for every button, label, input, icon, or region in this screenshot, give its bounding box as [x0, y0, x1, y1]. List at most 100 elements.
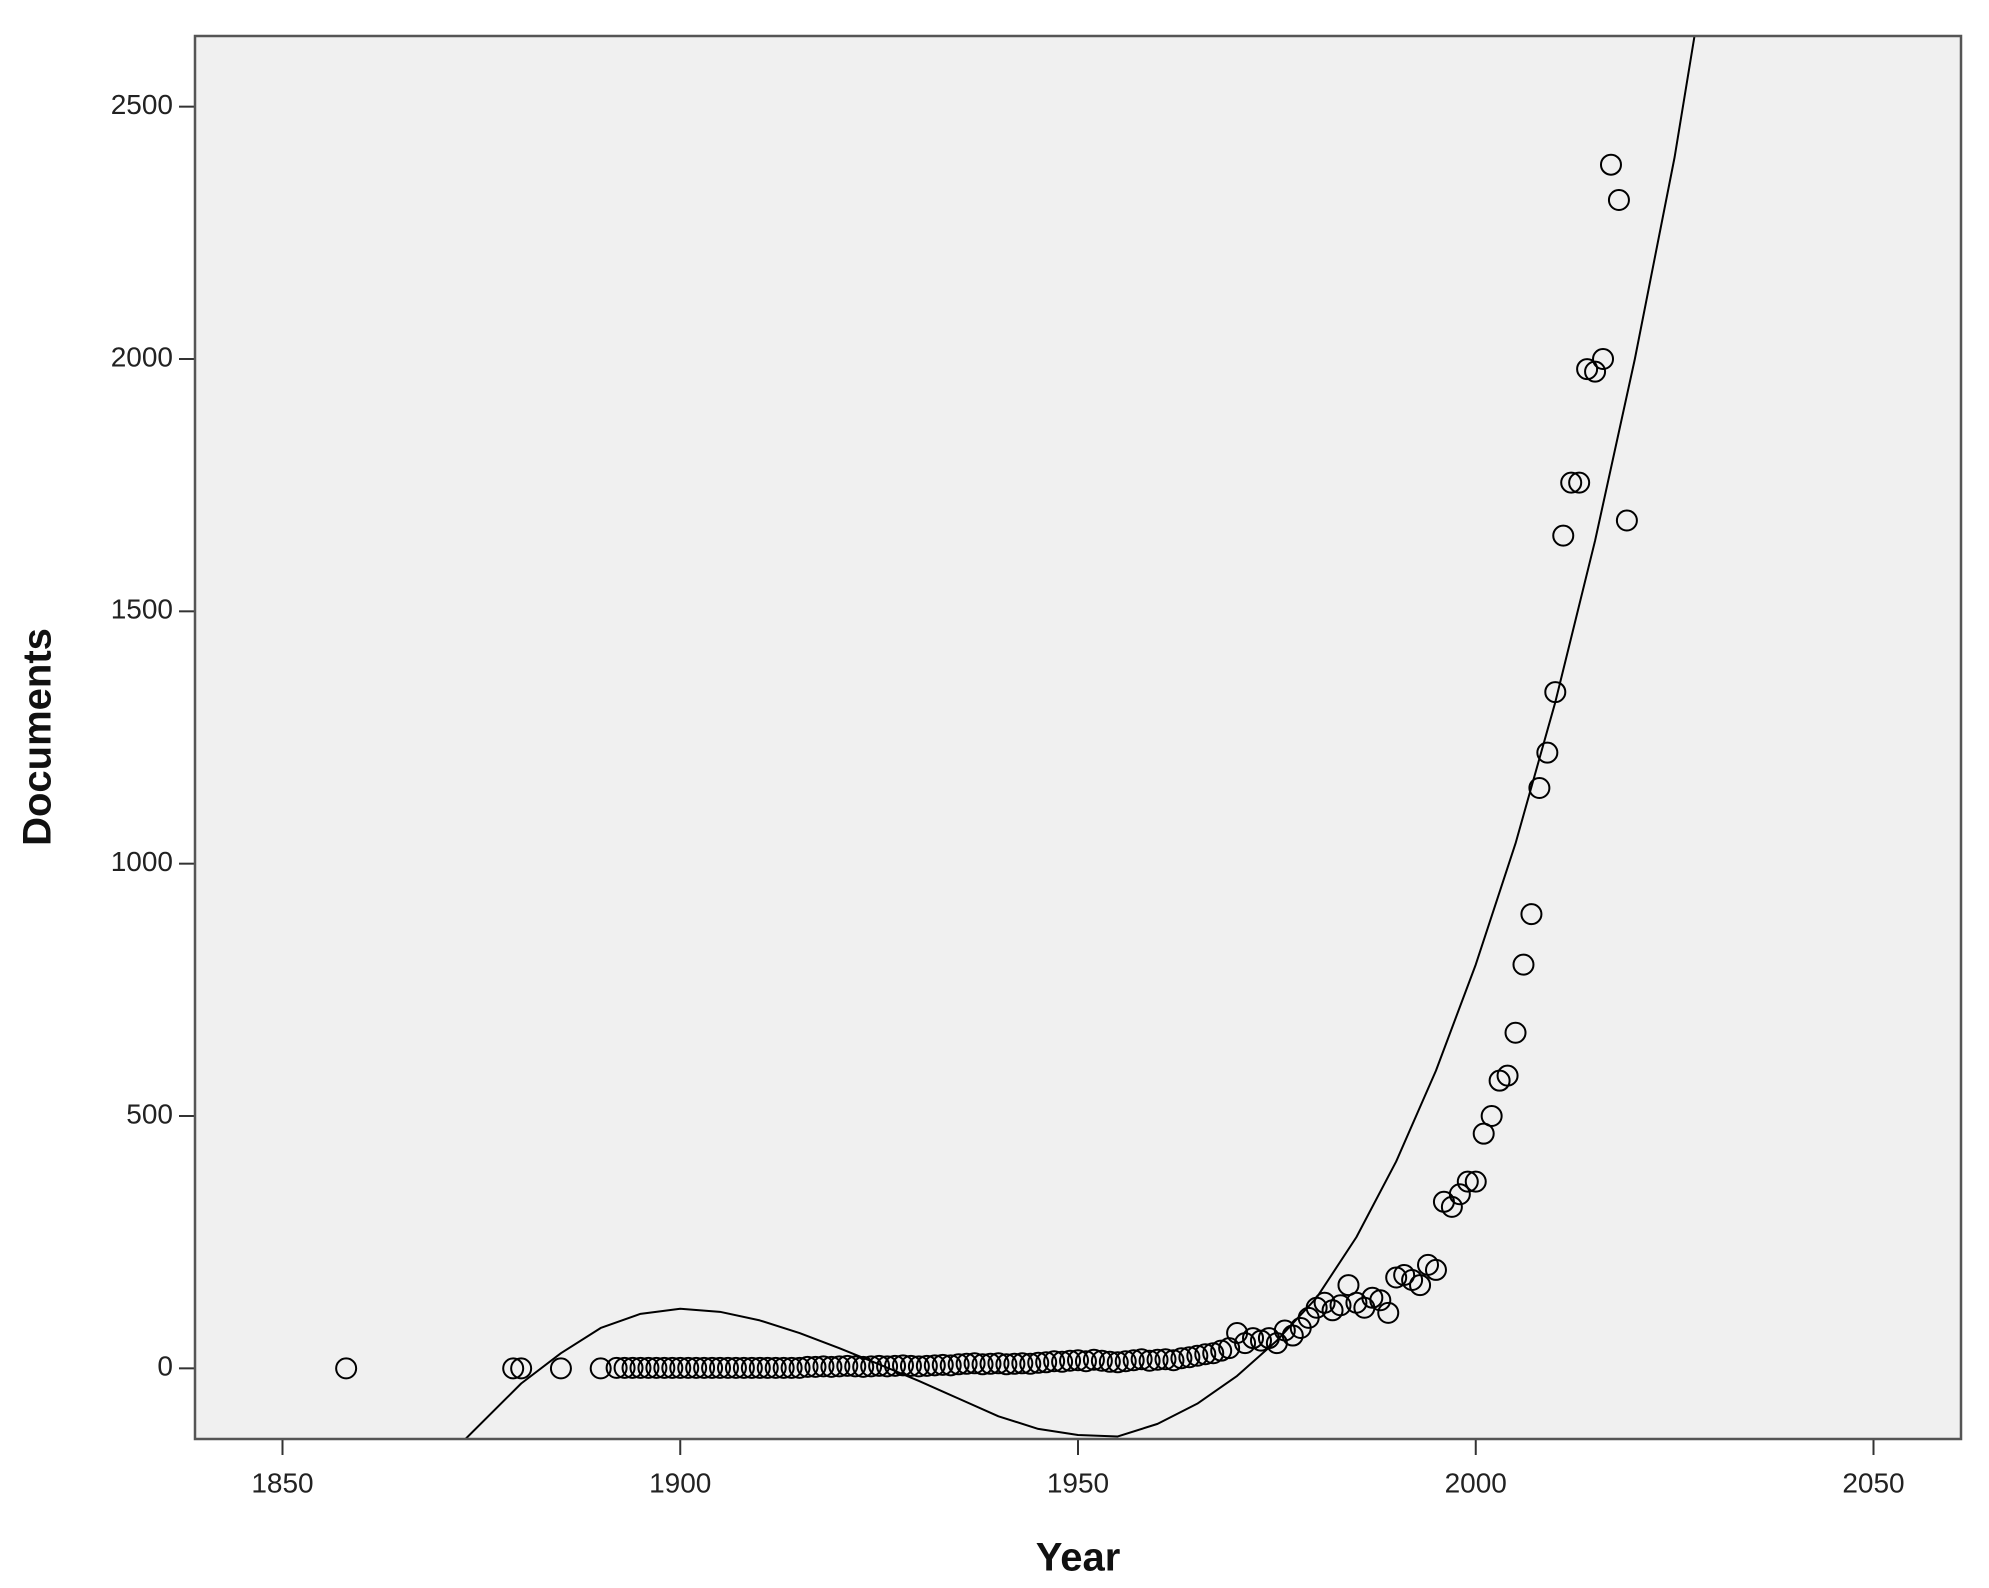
- data-point: [1082, 1348, 1105, 1371]
- data-point: [1162, 1349, 1185, 1372]
- data-point: [971, 1353, 994, 1376]
- data-point: [1098, 1350, 1121, 1373]
- data-point: [1472, 1122, 1495, 1145]
- x-tick-label: 2000: [1445, 1467, 1507, 1498]
- data-point: [1369, 1289, 1392, 1312]
- data-point: [605, 1356, 628, 1379]
- data-point: [1027, 1351, 1050, 1374]
- x-tick-label: 1850: [251, 1467, 313, 1498]
- data-point: [1496, 1064, 1519, 1087]
- data-point: [899, 1354, 922, 1377]
- data-point: [772, 1356, 795, 1379]
- data-point: [1528, 776, 1551, 799]
- data-point: [1019, 1352, 1042, 1375]
- data-point: [915, 1354, 938, 1377]
- data-point: [1480, 1105, 1503, 1128]
- data-point: [1329, 1294, 1352, 1317]
- data-point: [1512, 953, 1535, 976]
- fit-line: [464, 36, 1696, 1439]
- data-point: [1146, 1348, 1169, 1371]
- data-point: [828, 1355, 851, 1378]
- data-point: [1011, 1352, 1034, 1375]
- data-point: [732, 1356, 755, 1379]
- data-point: [931, 1353, 954, 1376]
- data-point: [1599, 153, 1622, 176]
- data-point: [868, 1354, 891, 1377]
- data-point: [1154, 1348, 1177, 1371]
- data-point: [836, 1354, 859, 1377]
- data-point: [510, 1357, 533, 1380]
- data-point: [876, 1355, 899, 1378]
- data-point: [1122, 1349, 1145, 1372]
- y-tick-label: 500: [126, 1098, 173, 1129]
- data-point: [1424, 1258, 1447, 1281]
- data-point: [1130, 1348, 1153, 1371]
- plot-frame: [193, 34, 1963, 1441]
- data-point: [987, 1352, 1010, 1375]
- data-point: [1377, 1301, 1400, 1324]
- data-point: [780, 1356, 803, 1379]
- data-point: [1067, 1349, 1089, 1372]
- plot-area: [195, 36, 1961, 1439]
- data-point: [724, 1356, 747, 1379]
- data-point: [907, 1355, 930, 1378]
- data-point: [812, 1355, 835, 1378]
- data-point: [756, 1356, 779, 1379]
- data-point: [653, 1356, 676, 1379]
- data-point: [995, 1353, 1018, 1376]
- data-point: [939, 1354, 962, 1377]
- x-tick-label: 2050: [1842, 1467, 1904, 1498]
- data-point: [1074, 1350, 1097, 1373]
- data-point: [621, 1356, 644, 1379]
- x-axis-title: Year: [1036, 1536, 1121, 1580]
- y-axis-title: Documents: [16, 628, 60, 846]
- data-point: [693, 1356, 716, 1379]
- data-point: [1584, 360, 1607, 383]
- data-point: [1106, 1351, 1129, 1374]
- data-point: [947, 1353, 970, 1376]
- data-point: [709, 1356, 732, 1379]
- data-point: [1059, 1349, 1082, 1372]
- data-point: [335, 1357, 358, 1380]
- data-point: [1178, 1346, 1201, 1369]
- y-tick-label: 2000: [111, 341, 173, 372]
- data-point: [637, 1356, 660, 1379]
- data-point: [1035, 1351, 1058, 1374]
- y-tick-label: 2500: [111, 89, 173, 120]
- data-point: [1114, 1350, 1137, 1373]
- data-point: [677, 1356, 700, 1379]
- data-point: [1170, 1347, 1193, 1370]
- y-tick-label: 1500: [111, 594, 173, 625]
- data-point: [1504, 1021, 1527, 1044]
- data-point: [1615, 509, 1638, 532]
- data-point: [740, 1356, 763, 1379]
- x-tick-label: 1900: [649, 1467, 711, 1498]
- data-point: [502, 1357, 525, 1380]
- data-point: [1536, 741, 1559, 764]
- data-point: [645, 1356, 668, 1379]
- data-point: [1090, 1349, 1113, 1372]
- data-point: [701, 1356, 724, 1379]
- data-point: [629, 1356, 652, 1379]
- x-tick-label: 1950: [1047, 1467, 1109, 1498]
- y-tick-label: 1000: [111, 846, 173, 877]
- data-point: [1313, 1291, 1336, 1314]
- data-point: [1448, 1183, 1471, 1206]
- data-point: [796, 1355, 819, 1378]
- data-point: [613, 1356, 636, 1379]
- data-point: [716, 1356, 739, 1379]
- data-point: [1552, 524, 1575, 547]
- plot-content: [335, 36, 1696, 1439]
- data-point: [1409, 1274, 1432, 1297]
- data-point: [549, 1357, 572, 1380]
- data-point: [1138, 1349, 1161, 1372]
- y-tick-label: 0: [157, 1351, 173, 1382]
- data-point: [844, 1355, 867, 1378]
- data-point: [1337, 1274, 1360, 1297]
- data-point: [661, 1356, 684, 1379]
- data-point: [955, 1352, 978, 1375]
- data-point: [788, 1356, 811, 1379]
- data-point: [1003, 1352, 1026, 1375]
